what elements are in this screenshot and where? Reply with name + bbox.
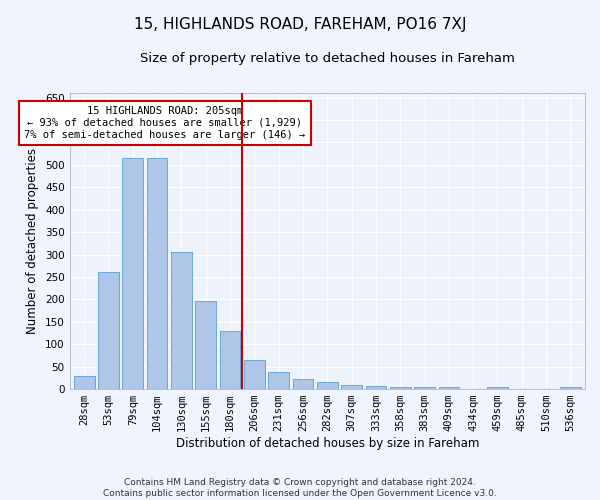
Bar	[293, 379, 313, 389]
X-axis label: Distribution of detached houses by size in Fareham: Distribution of detached houses by size …	[176, 437, 479, 450]
Bar	[244, 360, 265, 389]
Bar	[414, 387, 435, 389]
Bar	[390, 387, 410, 389]
Bar	[439, 388, 459, 389]
Bar	[74, 376, 95, 389]
Bar	[122, 158, 143, 389]
Bar	[341, 384, 362, 389]
Y-axis label: Number of detached properties: Number of detached properties	[26, 148, 40, 334]
Text: 15 HIGHLANDS ROAD: 205sqm
← 93% of detached houses are smaller (1,929)
7% of sem: 15 HIGHLANDS ROAD: 205sqm ← 93% of detac…	[25, 106, 305, 140]
Title: Size of property relative to detached houses in Fareham: Size of property relative to detached ho…	[140, 52, 515, 66]
Bar	[268, 372, 289, 389]
Bar	[171, 252, 192, 389]
Bar	[560, 387, 581, 389]
Bar	[196, 300, 216, 389]
Bar	[98, 272, 119, 389]
Bar	[487, 387, 508, 389]
Bar	[220, 331, 241, 389]
Text: 15, HIGHLANDS ROAD, FAREHAM, PO16 7XJ: 15, HIGHLANDS ROAD, FAREHAM, PO16 7XJ	[134, 18, 466, 32]
Bar	[147, 158, 167, 389]
Bar	[365, 386, 386, 389]
Bar	[317, 382, 338, 389]
Text: Contains HM Land Registry data © Crown copyright and database right 2024.
Contai: Contains HM Land Registry data © Crown c…	[103, 478, 497, 498]
